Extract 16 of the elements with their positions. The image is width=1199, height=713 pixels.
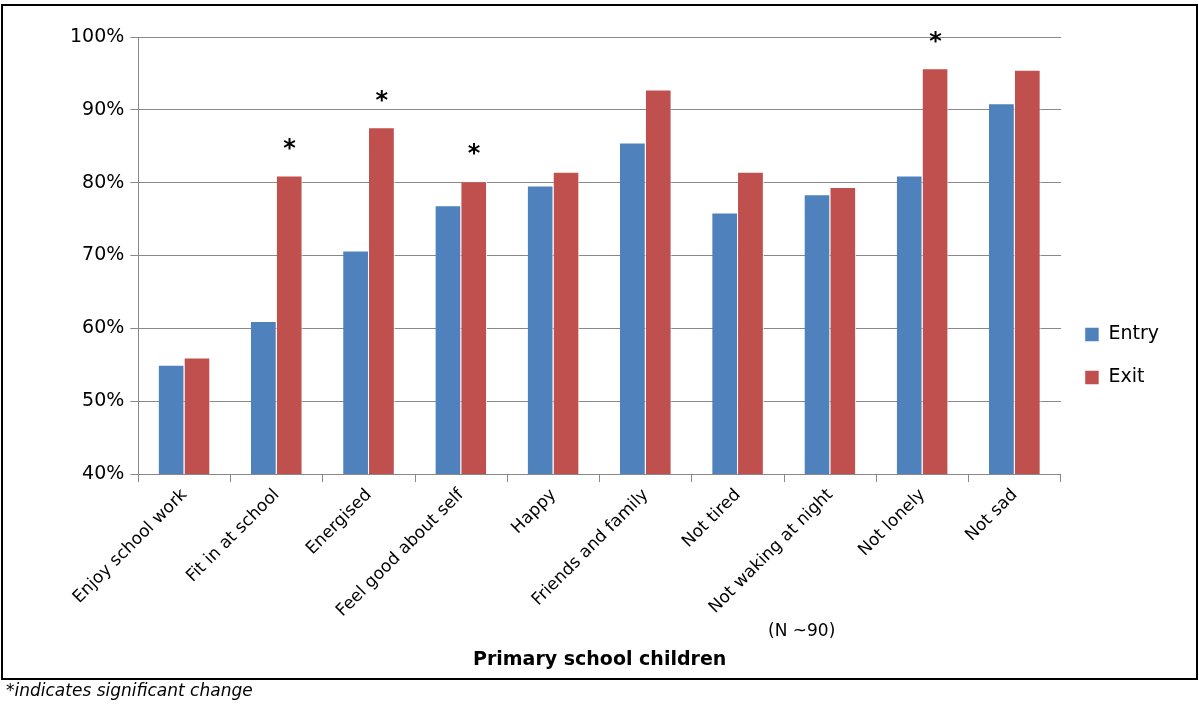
y-tick-label: 60% [82,315,125,338]
annotation: * [283,133,297,162]
text: *indicates significant change [6,680,253,700]
y-tick-label: 40% [82,460,125,483]
legend-label: Exit [1108,364,1145,387]
y-tick-label: 90% [82,96,125,119]
x-axis-title: Primary school children [472,646,727,669]
annotation: * [929,26,943,55]
legend-label: Entry [1108,321,1160,344]
y-tick-label: 80% [82,169,125,192]
annotation: * [467,139,481,168]
y-tick-label: 100% [69,23,125,46]
y-tick-label: 50% [82,388,125,411]
y-tick-label: 70% [82,242,125,265]
text: (N ~90) [768,620,836,640]
annotation: * [375,85,389,114]
